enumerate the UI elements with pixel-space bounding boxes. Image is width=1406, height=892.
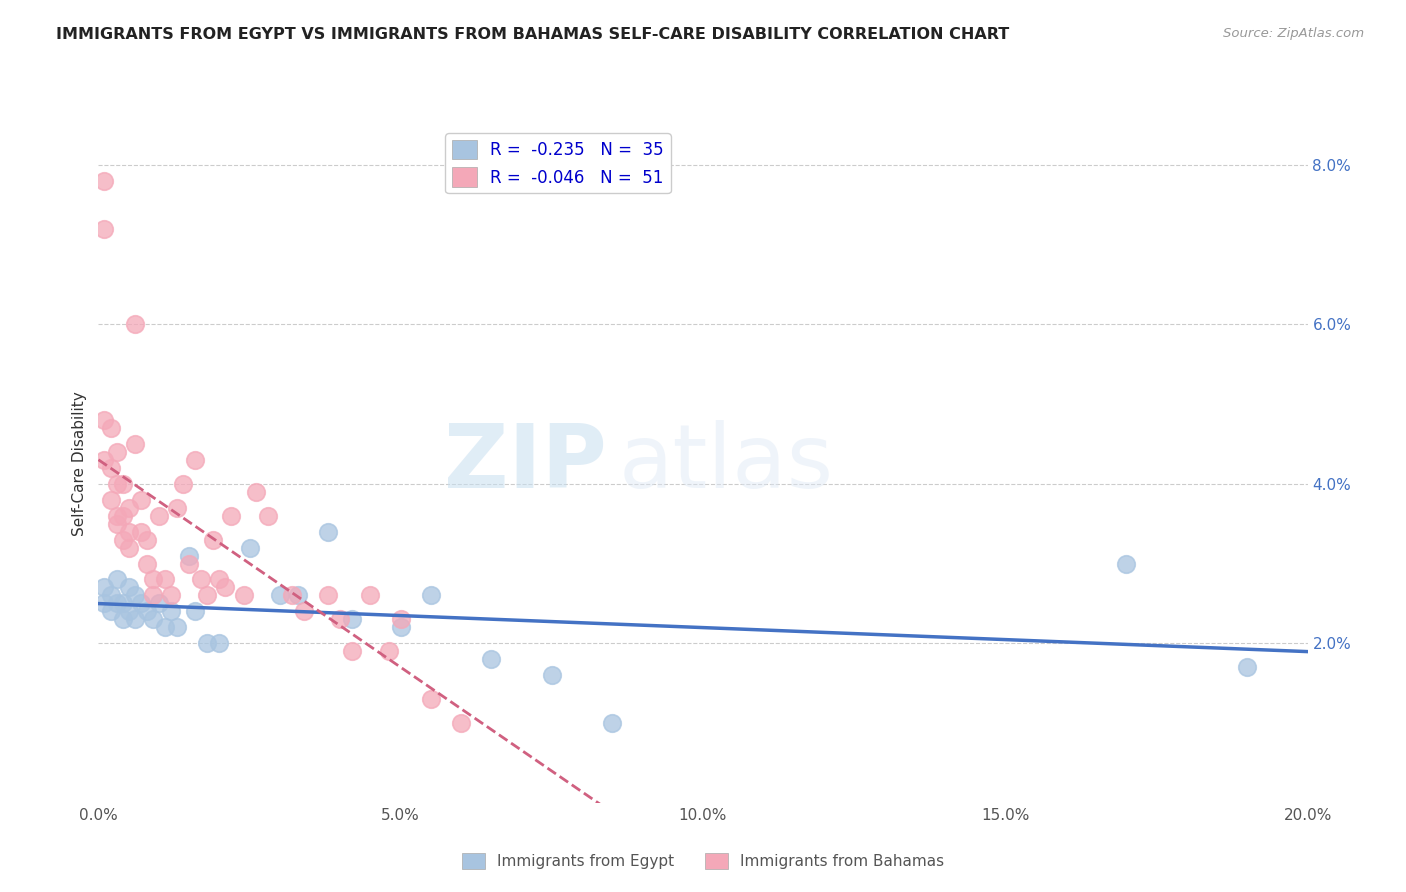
Legend: R =  -0.235   N =  35, R =  -0.046   N =  51: R = -0.235 N = 35, R = -0.046 N = 51 [446,133,671,194]
Point [105,516,128,531]
Point [93,581,115,595]
Point [124,612,146,626]
Point [208,636,231,650]
Point [245,484,267,499]
Point [129,524,152,539]
Point [153,620,176,634]
Point [184,604,207,618]
Point [124,318,146,332]
Point [142,589,165,603]
Point [214,581,236,595]
Point [124,437,146,451]
Point [93,596,115,610]
Point [329,612,352,626]
Point [93,221,115,235]
Point [316,524,339,539]
Point [93,413,115,427]
Point [269,589,291,603]
Point [105,445,128,459]
Point [93,453,115,467]
Text: ZIP: ZIP [443,420,606,508]
Point [1236,660,1258,674]
Point [111,533,134,547]
Point [420,692,443,706]
Point [184,453,207,467]
Point [160,589,183,603]
Point [292,604,315,618]
Point [221,508,243,523]
Point [111,612,134,626]
Point [135,604,157,618]
Point [135,557,157,571]
Point [342,612,364,626]
Point [195,636,218,650]
Point [148,508,170,523]
Point [239,541,262,555]
Point [166,500,188,515]
Point [190,573,212,587]
Point [111,476,134,491]
Point [256,508,278,523]
Point [1115,557,1137,571]
Point [153,573,176,587]
Text: atlas: atlas [619,420,834,508]
Point [100,589,122,603]
Point [100,492,122,507]
Point [602,716,624,731]
Point [105,573,128,587]
Point [287,589,309,603]
Legend: Immigrants from Egypt, Immigrants from Bahamas: Immigrants from Egypt, Immigrants from B… [456,847,950,875]
Point [208,573,231,587]
Y-axis label: Self-Care Disability: Self-Care Disability [72,392,87,536]
Point [195,589,218,603]
Point [148,596,170,610]
Point [202,533,225,547]
Point [124,589,146,603]
Point [281,589,304,603]
Point [135,533,157,547]
Point [142,573,165,587]
Point [100,421,122,435]
Point [129,492,152,507]
Point [389,612,412,626]
Point [118,541,141,555]
Point [105,596,128,610]
Point [142,612,165,626]
Text: Source: ZipAtlas.com: Source: ZipAtlas.com [1223,27,1364,40]
Point [160,604,183,618]
Point [179,549,201,563]
Point [118,581,141,595]
Point [316,589,339,603]
Point [166,620,188,634]
Point [111,596,134,610]
Point [360,589,382,603]
Point [179,557,201,571]
Point [232,589,254,603]
Point [100,460,122,475]
Point [481,652,503,666]
Point [105,476,128,491]
Point [111,508,134,523]
Point [118,524,141,539]
Point [118,500,141,515]
Point [540,668,562,682]
Point [172,476,194,491]
Text: IMMIGRANTS FROM EGYPT VS IMMIGRANTS FROM BAHAMAS SELF-CARE DISABILITY CORRELATIO: IMMIGRANTS FROM EGYPT VS IMMIGRANTS FROM… [56,27,1010,42]
Point [93,174,115,188]
Point [450,716,472,731]
Point [342,644,364,658]
Point [389,620,412,634]
Point [377,644,399,658]
Point [420,589,443,603]
Point [105,508,128,523]
Point [100,604,122,618]
Point [118,604,141,618]
Point [129,596,152,610]
